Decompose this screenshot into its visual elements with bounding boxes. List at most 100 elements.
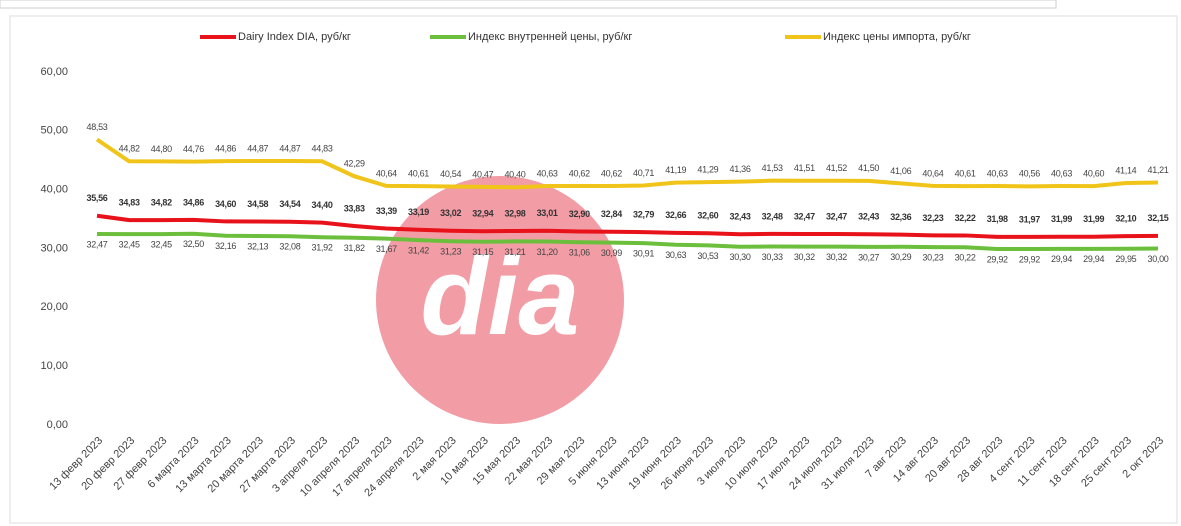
data-label: 31,20: [537, 247, 558, 257]
data-label: 41,21: [1147, 165, 1168, 175]
data-label: 40,61: [408, 168, 429, 178]
data-label: 31,42: [408, 246, 429, 256]
legend-label: Dairy Index DIA, руб/кг: [238, 31, 351, 43]
data-label: 44,82: [119, 144, 140, 154]
data-label: 33,83: [344, 203, 365, 213]
data-label: 32,94: [472, 209, 493, 219]
data-label: 32,43: [858, 212, 879, 222]
data-label: 44,83: [312, 144, 333, 154]
data-label: 32,47: [86, 239, 107, 249]
series-line: [96, 213, 1159, 239]
data-label: 31,21: [504, 247, 525, 257]
y-tick-label: 40,00: [40, 184, 68, 196]
data-label: 29,94: [1051, 254, 1072, 264]
y-tick-label: 30,00: [40, 242, 68, 254]
data-label: 31,99: [1083, 214, 1104, 224]
top-box: [0, 0, 1057, 9]
data-label: 32,66: [665, 210, 686, 220]
data-label: 32,16: [215, 241, 236, 251]
data-label: 29,94: [1083, 254, 1104, 264]
data-label: 41,52: [826, 163, 847, 173]
data-label: 30,33: [762, 252, 783, 262]
data-label: 40,47: [472, 169, 493, 179]
data-label: 33,02: [440, 208, 461, 218]
data-label: 44,87: [279, 143, 300, 153]
data-label: 40,40: [504, 170, 525, 180]
data-label: 41,19: [665, 165, 686, 175]
data-label: 30,99: [601, 248, 622, 258]
data-label: 41,14: [1115, 165, 1136, 175]
data-label: 30,27: [858, 252, 879, 262]
data-label: 32,48: [762, 211, 783, 221]
data-label: 32,43: [730, 212, 751, 222]
data-label: 32,84: [601, 209, 622, 219]
data-label: 34,58: [247, 199, 268, 209]
data-label: 40,56: [1019, 169, 1040, 179]
data-label: 33,01: [537, 208, 558, 218]
watermark-circle: [376, 176, 624, 424]
data-label: 41,51: [794, 163, 815, 173]
data-label: 35,56: [86, 193, 107, 203]
y-tick-label: 10,00: [40, 360, 68, 372]
data-label: 34,54: [279, 199, 300, 209]
series-line: [95, 137, 1159, 190]
data-label: 40,62: [569, 168, 590, 178]
data-label: 32,22: [955, 213, 976, 223]
data-label: 30,22: [955, 253, 976, 263]
data-label: 44,86: [215, 143, 236, 153]
data-label: 30,53: [697, 251, 718, 261]
data-label: 40,61: [955, 168, 976, 178]
data-label: 40,63: [987, 168, 1008, 178]
data-label: 44,76: [183, 144, 204, 154]
data-label: 32,45: [119, 239, 140, 249]
data-label: 30,32: [794, 252, 815, 262]
data-label: 32,13: [247, 241, 268, 251]
data-label: 34,82: [151, 198, 172, 208]
data-label: 34,86: [183, 197, 204, 207]
data-label: 32,15: [1147, 213, 1168, 223]
data-label: 32,45: [151, 239, 172, 249]
data-label: 32,47: [794, 211, 815, 221]
data-label: 40,63: [1051, 168, 1072, 178]
data-label: 48,53: [86, 122, 107, 132]
data-label: 31,97: [1019, 214, 1040, 224]
legend-label: Индекс цены импорта, руб/кг: [823, 31, 971, 43]
data-label: 40,62: [601, 168, 622, 178]
data-label: 32,23: [922, 213, 943, 223]
data-label: 40,63: [537, 168, 558, 178]
data-label: 31,15: [472, 247, 493, 257]
data-label: 31,92: [312, 243, 333, 253]
series-line: [96, 231, 1159, 251]
data-label: 31,98: [987, 214, 1008, 224]
data-label: 31,82: [344, 243, 365, 253]
data-label: 30,29: [890, 252, 911, 262]
data-label: 29,95: [1115, 254, 1136, 264]
data-label: 34,40: [312, 200, 333, 210]
data-label: 44,87: [247, 143, 268, 153]
watermark: dia: [376, 176, 624, 424]
data-label: 44,80: [151, 144, 172, 154]
data-label: 41,53: [762, 163, 783, 173]
data-label: 34,83: [119, 197, 140, 207]
data-label: 30,91: [633, 249, 654, 259]
y-tick-label: 60,00: [40, 66, 68, 78]
data-label: 30,23: [922, 253, 943, 263]
data-label: 32,79: [633, 209, 654, 219]
data-label: 31,23: [440, 247, 461, 257]
data-label: 32,08: [279, 242, 300, 252]
data-label: 40,64: [376, 168, 397, 178]
data-label: 30,63: [665, 250, 686, 260]
data-label: 29,92: [987, 254, 1008, 264]
data-label: 33,39: [376, 206, 397, 216]
data-label: 32,10: [1115, 214, 1136, 224]
data-label: 32,60: [697, 211, 718, 221]
data-label: 30,00: [1147, 254, 1168, 264]
y-tick-label: 20,00: [40, 301, 68, 313]
data-label: 30,30: [730, 252, 751, 262]
data-label: 41,29: [697, 164, 718, 174]
data-label: 40,64: [922, 168, 943, 178]
y-tick-label: 0,00: [47, 419, 68, 431]
watermark-text: dia: [421, 235, 580, 358]
data-label: 29,92: [1019, 254, 1040, 264]
